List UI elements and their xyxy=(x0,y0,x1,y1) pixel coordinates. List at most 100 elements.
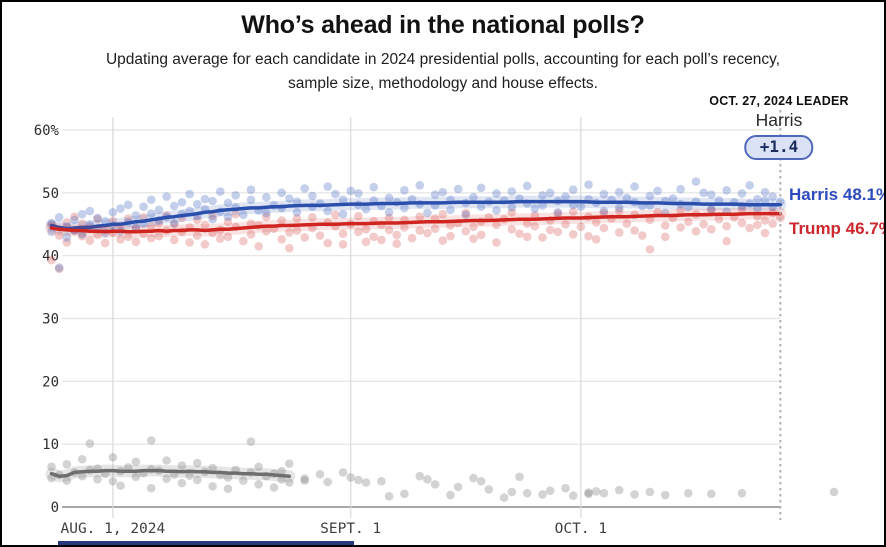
trump-poll-dot xyxy=(637,231,647,240)
kennedy-poll-dot xyxy=(162,474,171,484)
kennedy-poll-dot xyxy=(131,472,141,482)
trump-poll-dot xyxy=(415,226,425,235)
trump-poll-dot xyxy=(146,221,156,231)
trump-poll-dot xyxy=(438,236,448,245)
harris-poll-dot xyxy=(599,189,609,199)
kennedy-poll-dot xyxy=(561,483,570,493)
trump-poll-dot xyxy=(192,215,202,225)
trump-poll-dot xyxy=(545,225,555,235)
trump-poll-dot xyxy=(361,224,371,234)
kennedy-poll-dot xyxy=(423,475,432,484)
harris-poll-dot xyxy=(614,187,624,197)
harris-poll-dot xyxy=(522,181,532,191)
trump-poll-dot xyxy=(706,205,716,215)
trump-poll-dot xyxy=(591,218,601,227)
harris-poll-dot xyxy=(476,183,486,193)
harris-poll-dot xyxy=(476,202,486,211)
kennedy-poll-dot xyxy=(192,475,202,485)
harris-poll-dot xyxy=(77,209,87,219)
trump-poll-dot xyxy=(62,238,72,247)
harris-poll-dot xyxy=(215,187,225,196)
harris-poll-dot xyxy=(192,199,202,209)
kennedy-poll-dot xyxy=(239,476,248,485)
kennedy-poll-dot xyxy=(254,480,263,489)
harris-poll-dot xyxy=(745,180,754,190)
harris-poll-dot xyxy=(131,223,141,232)
trump-poll-dot xyxy=(323,238,332,248)
trump-poll-dot xyxy=(239,236,248,246)
subtitle-line-2: sample size, methodology and house effec… xyxy=(288,75,598,93)
leader-date-label: OCT. 27, 2024 LEADER xyxy=(709,94,849,108)
kennedy-poll-dot xyxy=(584,489,593,499)
harris-poll-dot xyxy=(492,189,501,198)
trump-poll-dot xyxy=(630,226,639,235)
trump-poll-dot xyxy=(70,212,79,222)
kennedy-poll-dot xyxy=(285,478,294,487)
harris-poll-dot xyxy=(645,191,655,201)
kennedy-poll-dot xyxy=(131,457,141,467)
harris-poll-dot xyxy=(453,184,463,194)
trump-poll-dot xyxy=(54,231,64,240)
trump-poll-dot xyxy=(154,218,164,228)
trump-poll-dot xyxy=(384,213,394,223)
kennedy-poll-dot xyxy=(146,436,156,445)
kennedy-poll-dot xyxy=(185,471,194,480)
trump-poll-dot xyxy=(354,227,363,237)
page-title: Who’s ahead in the national polls? xyxy=(241,11,645,39)
trump-poll-dot xyxy=(776,213,785,223)
harris-poll-dot xyxy=(208,214,217,224)
harris-poll-dot xyxy=(668,194,678,203)
kennedy-poll-dot xyxy=(829,487,839,497)
trump-poll-dot xyxy=(768,219,777,228)
harris-poll-dot xyxy=(54,263,64,272)
kennedy-poll-dot xyxy=(545,486,555,495)
leader-margin-badge: +1.4 xyxy=(744,135,814,160)
harris-poll-dot xyxy=(223,198,233,208)
kennedy-poll-dot xyxy=(77,471,87,481)
trump-poll-dot xyxy=(691,226,701,236)
trump-poll-dot xyxy=(338,229,348,238)
harris-poll-dot xyxy=(538,191,547,200)
trump-poll-dot xyxy=(430,224,440,233)
trump-poll-dot xyxy=(277,216,286,225)
harris-poll-dot xyxy=(70,215,79,225)
harris-poll-dot xyxy=(354,189,363,198)
trump-poll-dot xyxy=(614,206,624,216)
y-axis-tick-label: 20 xyxy=(42,374,59,390)
kennedy-poll-dot xyxy=(630,490,639,499)
harris-poll-dot xyxy=(331,189,340,199)
trump-poll-dot xyxy=(737,204,747,214)
trump-poll-dot xyxy=(599,223,609,233)
trump-poll-dot xyxy=(515,229,524,238)
harris-series-label: Harris 48.1% xyxy=(789,185,886,204)
harris-poll-dot xyxy=(760,187,770,197)
harris-poll-dot xyxy=(300,184,309,193)
harris-poll-dot xyxy=(676,184,685,194)
y-axis-tick-label: 0 xyxy=(51,500,59,516)
kennedy-poll-dot xyxy=(361,478,371,487)
harris-poll-dot xyxy=(223,212,233,222)
trump-poll-dot xyxy=(622,219,632,228)
trump-poll-dot xyxy=(722,221,731,231)
y-axis-tick-label: 40 xyxy=(42,249,59,265)
kennedy-poll-dot xyxy=(338,468,348,477)
harris-average-line xyxy=(49,199,783,231)
trump-poll-dot xyxy=(292,226,302,235)
trump-poll-dot xyxy=(93,214,102,224)
kennedy-poll-dot xyxy=(269,483,279,492)
trump-poll-dot xyxy=(223,232,233,242)
trump-poll-dot xyxy=(614,228,624,237)
trump-poll-dot xyxy=(331,210,340,220)
trump-poll-dot xyxy=(262,212,271,222)
harris-poll-dot xyxy=(185,189,194,199)
harris-poll-dot xyxy=(461,210,471,220)
harris-poll-dot xyxy=(338,209,348,219)
trump-poll-dot xyxy=(753,220,762,230)
trump-poll-dot xyxy=(760,228,770,238)
trump-poll-dot xyxy=(760,216,770,225)
harris-poll-dot xyxy=(737,189,747,198)
trump-poll-dot xyxy=(392,230,402,240)
kennedy-poll-dot xyxy=(384,492,394,501)
harris-poll-dot xyxy=(246,195,256,205)
